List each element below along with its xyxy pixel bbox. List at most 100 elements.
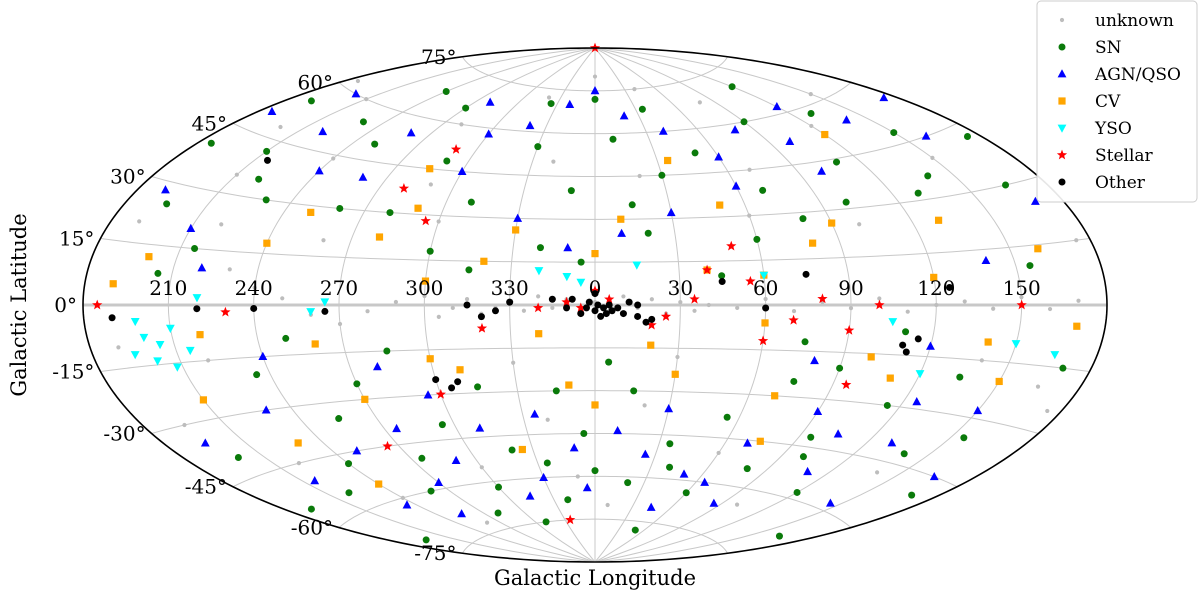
point-agn-qso xyxy=(730,125,740,134)
y-axis-label: Galactic Latitude xyxy=(7,213,31,396)
point-sn xyxy=(807,110,815,118)
point-other xyxy=(585,298,593,306)
point-yso xyxy=(139,333,149,343)
point-unknown xyxy=(649,297,654,302)
point-yso xyxy=(153,357,162,366)
point-stellar xyxy=(701,264,713,275)
point-sn xyxy=(191,245,199,253)
point-sn xyxy=(628,201,636,209)
point-agn-qso xyxy=(392,423,401,433)
point-other xyxy=(448,384,456,392)
point-sn xyxy=(345,489,353,497)
point-agn-qso xyxy=(833,429,843,438)
point-agn-qso xyxy=(973,405,983,415)
point-sn xyxy=(775,532,783,540)
point-cv xyxy=(771,392,779,400)
projection-outline xyxy=(82,47,1108,563)
point-cv xyxy=(984,338,992,346)
point-other xyxy=(506,298,514,306)
point-sn xyxy=(908,491,916,499)
point-unknown xyxy=(511,360,516,365)
point-sn xyxy=(793,488,801,496)
point-agn-qso xyxy=(525,491,535,500)
point-sn xyxy=(580,430,588,438)
point-other xyxy=(602,310,610,318)
y-tick-label: 0° xyxy=(54,293,77,317)
point-yso xyxy=(306,308,316,317)
point-yso xyxy=(130,351,140,360)
point-agn-qso xyxy=(658,126,668,135)
point-unknown xyxy=(592,74,598,79)
point-sn xyxy=(883,401,891,409)
point-sn xyxy=(234,454,242,462)
point-unknown xyxy=(809,123,814,129)
point-unknown xyxy=(234,172,239,177)
point-stellar xyxy=(844,324,855,335)
y-tick-label: 75° xyxy=(421,45,456,69)
point-sn xyxy=(564,496,572,504)
point-sn xyxy=(577,258,585,266)
point-sn xyxy=(422,536,430,544)
point-other xyxy=(902,348,910,356)
point-cv xyxy=(565,381,573,389)
x-tick-label: 150 xyxy=(1003,276,1041,300)
point-sn xyxy=(567,187,575,195)
point-stellar xyxy=(604,293,615,304)
point-cv xyxy=(263,239,271,247)
point-unknown xyxy=(278,124,283,130)
point-agn-qso xyxy=(921,131,931,140)
point-unknown xyxy=(227,267,232,272)
point-unknown xyxy=(137,219,142,224)
point-cv xyxy=(456,366,464,374)
point-other xyxy=(762,304,770,312)
point-other xyxy=(432,376,440,384)
point-agn-qso xyxy=(565,99,575,109)
point-agn-qso xyxy=(258,351,268,360)
point-unknown xyxy=(575,474,580,479)
point-sn xyxy=(591,467,599,475)
point-other xyxy=(548,295,556,303)
point-agn-qso xyxy=(457,166,467,175)
point-unknown xyxy=(605,502,610,508)
point-sn xyxy=(494,509,502,517)
point-agn-qso xyxy=(679,469,689,478)
x-tick-label: 300 xyxy=(405,276,443,300)
x-tick-label: 60 xyxy=(753,276,778,300)
point-sn xyxy=(335,415,343,423)
point-sn xyxy=(666,440,674,448)
point-agn-qso xyxy=(714,152,724,161)
point-sn xyxy=(740,118,748,126)
legend-marker-stellar xyxy=(1056,149,1068,160)
point-agn-qso xyxy=(525,120,535,130)
point-sn xyxy=(383,347,391,355)
point-sn xyxy=(163,200,171,208)
point-other xyxy=(582,304,590,312)
point-sn xyxy=(1026,262,1034,270)
point-agn-qso xyxy=(358,172,368,181)
point-yso xyxy=(185,346,195,356)
legend: unknown SN AGN/QSO CV YSO Stellar Other xyxy=(1036,0,1198,203)
point-other xyxy=(594,301,602,309)
point-unknown xyxy=(874,470,880,475)
point-agn-qso xyxy=(926,341,935,350)
point-agn-qso xyxy=(590,86,600,95)
point-cv xyxy=(294,439,302,447)
point-other xyxy=(591,290,599,298)
y-tick-label: -60° xyxy=(291,516,333,540)
point-sn xyxy=(543,459,551,467)
point-sn xyxy=(263,147,271,155)
point-agn-qso xyxy=(318,126,328,136)
point-sn xyxy=(666,463,674,471)
point-agn-qso xyxy=(803,466,812,476)
point-cv xyxy=(647,341,655,349)
point-other xyxy=(597,312,605,320)
point-unknown xyxy=(536,294,541,299)
x-tick-label: 30 xyxy=(668,276,693,300)
point-unknown xyxy=(791,308,797,314)
point-sn xyxy=(644,229,652,237)
point-unknown xyxy=(551,159,556,164)
point-unknown xyxy=(734,502,740,507)
point-unknown xyxy=(365,309,370,314)
point-agn-qso xyxy=(879,92,889,102)
point-stellar xyxy=(745,275,756,286)
